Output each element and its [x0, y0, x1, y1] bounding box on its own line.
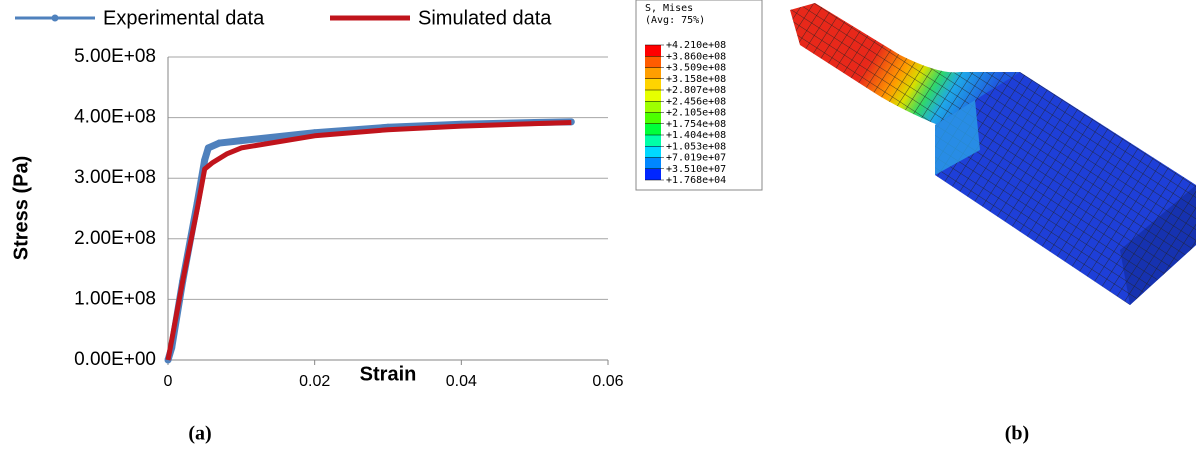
contour-subtitle: (Avg: 75%) [645, 15, 705, 26]
legend-label: Experimental data [103, 7, 265, 29]
caption: (b) [1005, 423, 1029, 445]
contour-band [645, 158, 661, 169]
contour-band [645, 90, 661, 101]
contour-level-label: +2.456e+08 [666, 96, 726, 107]
contour-level-label: +1.404e+08 [666, 130, 726, 141]
contour-level-label: +3.510e+07 [666, 164, 726, 175]
contour-band [645, 79, 661, 90]
contour-level-label: +2.807e+08 [666, 85, 726, 96]
marker [201, 157, 208, 164]
series-line [168, 122, 571, 360]
y-axis-label: Stress (Pa) [10, 156, 32, 261]
x-tick-label: 0.02 [299, 373, 330, 390]
contour-level-label: +7.019e+07 [666, 153, 726, 164]
y-tick-label: 2.00E+08 [74, 228, 156, 249]
contour-level-label: +4.210e+08 [666, 40, 726, 51]
contour-level-label: +2.105e+08 [666, 108, 726, 119]
contour-level-label: +3.860e+08 [666, 51, 726, 62]
marker [205, 144, 212, 151]
y-tick-label: 3.00E+08 [74, 167, 156, 188]
contour-title: S, Mises [645, 3, 693, 14]
contour-level-label: +1.768e+04 [666, 175, 726, 186]
contour-band [645, 146, 661, 157]
legend-label: Simulated data [418, 7, 552, 29]
contour-band [645, 169, 661, 180]
y-tick-label: 4.00E+08 [74, 107, 156, 128]
contour-band [645, 56, 661, 67]
figure: S, Mises (Avg: 75%) (a) (b) Strain Stres… [0, 0, 1196, 452]
contour-level-label: +1.754e+08 [666, 119, 726, 130]
marker [238, 137, 245, 144]
contour-band [645, 113, 661, 124]
contour-level-label: +3.509e+08 [666, 63, 726, 74]
page: {"chart_data": {"type": "line", "xlabel"… [0, 0, 1196, 452]
contour-band [645, 101, 661, 112]
y-tick-label: 1.00E+08 [74, 288, 156, 309]
contour-level-label: +3.158e+08 [666, 74, 726, 85]
contour-band [645, 68, 661, 79]
x-axis-label: Strain [360, 363, 417, 385]
x-tick-label: 0 [164, 373, 173, 390]
x-tick-label: 0.04 [446, 373, 477, 390]
marker [216, 140, 223, 147]
series-line [168, 122, 571, 360]
x-tick-label: 0.06 [592, 373, 623, 390]
y-tick-label: 0.00E+00 [74, 349, 156, 370]
contour-band [645, 124, 661, 135]
legend-marker [52, 15, 59, 22]
fe-model [790, 3, 1196, 305]
y-tick-label: 5.00E+08 [74, 46, 156, 67]
caption: (a) [188, 423, 211, 445]
contour-band [645, 135, 661, 146]
contour-level-label: +1.053e+08 [666, 141, 726, 152]
contour-band [645, 45, 661, 56]
